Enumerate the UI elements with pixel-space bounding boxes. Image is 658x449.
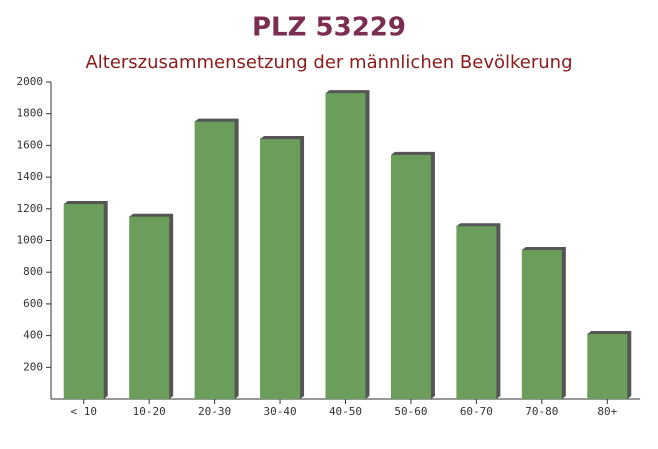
x-tick-label: 30-40	[263, 405, 296, 418]
y-tick-label: 1200	[17, 202, 44, 215]
y-tick-label: 2000	[17, 75, 44, 88]
chart-subtitle: Alterszusammensetzung der männlichen Bev…	[85, 52, 572, 73]
y-tick-label: 200	[23, 360, 43, 373]
y-tick-label: 1600	[17, 138, 44, 151]
x-tick-label: 40-50	[329, 405, 362, 418]
y-tick-label: 600	[23, 297, 43, 310]
bar	[325, 93, 366, 399]
x-tick-label: 60-70	[460, 405, 493, 418]
y-tick-label: 800	[23, 265, 43, 278]
x-tick-label: 20-30	[198, 405, 231, 418]
bar	[521, 250, 562, 399]
x-tick-label: 80+	[597, 405, 617, 418]
x-tick-label: 70-80	[525, 405, 558, 418]
bar	[63, 204, 104, 399]
bar	[129, 216, 170, 399]
x-tick-label: 10-20	[133, 405, 166, 418]
bar	[390, 154, 431, 399]
bar	[587, 334, 628, 399]
bar	[456, 226, 497, 399]
bar	[260, 139, 301, 399]
y-tick-label: 1000	[17, 234, 44, 247]
y-tick-label: 1800	[17, 107, 44, 120]
bar	[194, 121, 235, 399]
x-tick-label: < 10	[70, 405, 97, 418]
chart-title: PLZ 53229	[252, 13, 406, 43]
x-tick-label: 50-60	[394, 405, 427, 418]
y-tick-label: 1400	[17, 170, 44, 183]
y-tick-label: 400	[23, 329, 43, 342]
